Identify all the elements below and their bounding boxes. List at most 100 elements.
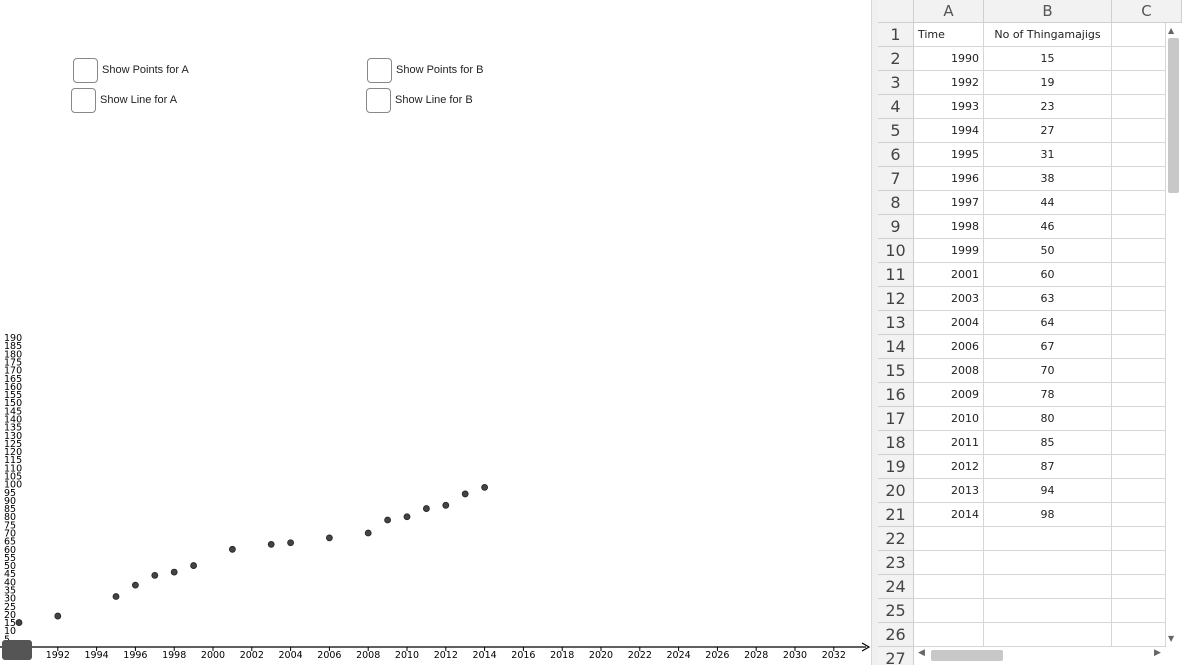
cell-c[interactable] <box>1112 119 1166 143</box>
column-header-b[interactable]: B <box>984 0 1112 23</box>
row-header[interactable]: 21 <box>878 503 914 527</box>
cell-c[interactable] <box>1112 167 1166 191</box>
cell-a[interactable]: 2012 <box>914 455 984 479</box>
cell-a[interactable]: 1998 <box>914 215 984 239</box>
cell-c[interactable] <box>1112 479 1166 503</box>
cell-a[interactable]: 1993 <box>914 95 984 119</box>
cell-b[interactable] <box>984 575 1112 599</box>
cell-b[interactable]: 85 <box>984 431 1112 455</box>
row-header[interactable]: 19 <box>878 455 914 479</box>
row-header[interactable]: 8 <box>878 191 914 215</box>
cell-b[interactable]: 44 <box>984 191 1112 215</box>
cell-c[interactable] <box>1112 143 1166 167</box>
cell-b[interactable]: 60 <box>984 263 1112 287</box>
row-header[interactable]: 2 <box>878 47 914 71</box>
cell-c[interactable] <box>1112 47 1166 71</box>
row-header[interactable]: 1 <box>878 23 914 47</box>
show-line-b-row[interactable]: Show Line for B <box>366 86 473 114</box>
cell-a[interactable]: 1994 <box>914 119 984 143</box>
cell-c[interactable] <box>1112 263 1166 287</box>
show-line-b-checkbox[interactable] <box>366 87 391 113</box>
cell-a[interactable]: 2006 <box>914 335 984 359</box>
cell-c[interactable] <box>1112 359 1166 383</box>
cell-a[interactable]: 1990 <box>914 47 984 71</box>
scatter-plot[interactable]: 1990199219941996199820002002200420062008… <box>0 0 871 665</box>
cell-b[interactable]: 46 <box>984 215 1112 239</box>
row-header[interactable]: 12 <box>878 287 914 311</box>
cell-b[interactable]: 19 <box>984 71 1112 95</box>
cell-a[interactable]: 2003 <box>914 287 984 311</box>
cell-b[interactable]: 78 <box>984 383 1112 407</box>
cell-b[interactable]: 63 <box>984 287 1112 311</box>
show-points-b-checkbox[interactable] <box>367 57 392 83</box>
row-header[interactable]: 5 <box>878 119 914 143</box>
cell-c[interactable] <box>1112 23 1166 47</box>
cell-b[interactable]: 80 <box>984 407 1112 431</box>
cell-c[interactable] <box>1112 527 1166 551</box>
graphics-view[interactable]: 1990199219941996199820002002200420062008… <box>0 0 871 665</box>
cell-a[interactable]: 2013 <box>914 479 984 503</box>
show-line-a-label[interactable]: Show Line for A <box>100 94 178 106</box>
cell-b[interactable]: No of Thingamajigs <box>984 23 1112 47</box>
row-header[interactable]: 13 <box>878 311 914 335</box>
row-header[interactable]: 22 <box>878 527 914 551</box>
row-header[interactable]: 20 <box>878 479 914 503</box>
row-header[interactable]: 9 <box>878 215 914 239</box>
cell-c[interactable] <box>1112 455 1166 479</box>
cell-a[interactable] <box>914 575 984 599</box>
column-header-c[interactable]: C <box>1112 0 1182 23</box>
cell-c[interactable] <box>1112 383 1166 407</box>
cell-a[interactable]: 1992 <box>914 71 984 95</box>
cell-b[interactable]: 64 <box>984 311 1112 335</box>
cell-a[interactable]: 2001 <box>914 263 984 287</box>
cell-b[interactable]: 31 <box>984 143 1112 167</box>
cell-a[interactable]: 1999 <box>914 239 984 263</box>
show-points-a-label[interactable]: Show Points for A <box>102 64 189 76</box>
horizontal-scroll-thumb[interactable] <box>931 650 1003 661</box>
row-header[interactable]: 14 <box>878 335 914 359</box>
row-header[interactable]: 26 <box>878 623 914 647</box>
cell-a[interactable]: 2010 <box>914 407 984 431</box>
cell-a[interactable]: 2008 <box>914 359 984 383</box>
cell-a[interactable]: 1997 <box>914 191 984 215</box>
spreadsheet-view[interactable]: A B C 1 Time No of Thingamajigs 2 1990 15 3 199… <box>878 0 1182 665</box>
cell-a[interactable]: 2014 <box>914 503 984 527</box>
show-line-b-label[interactable]: Show Line for B <box>395 94 473 106</box>
cell-b[interactable] <box>984 527 1112 551</box>
row-header[interactable]: 3 <box>878 71 914 95</box>
view-divider[interactable] <box>871 0 878 665</box>
cell-b[interactable] <box>984 551 1112 575</box>
show-points-a-checkbox[interactable] <box>73 57 98 83</box>
scroll-up-icon[interactable]: ▲ <box>1168 26 1175 35</box>
show-points-b-row[interactable]: Show Points for B <box>367 56 483 84</box>
cell-c[interactable] <box>1112 575 1166 599</box>
scroll-right-icon[interactable]: ▶ <box>1154 648 1161 658</box>
show-line-a-checkbox[interactable] <box>71 87 96 113</box>
row-header[interactable]: 7 <box>878 167 914 191</box>
row-header[interactable]: 15 <box>878 359 914 383</box>
cell-b[interactable]: 38 <box>984 167 1112 191</box>
cell-c[interactable] <box>1112 551 1166 575</box>
row-header[interactable]: 17 <box>878 407 914 431</box>
graphics-style-button[interactable] <box>2 640 32 660</box>
cell-a[interactable] <box>914 623 984 647</box>
cell-a[interactable]: 1995 <box>914 143 984 167</box>
vertical-scroll-thumb[interactable] <box>1168 38 1179 193</box>
cell-a[interactable] <box>914 527 984 551</box>
cell-b[interactable]: 87 <box>984 455 1112 479</box>
cell-a[interactable] <box>914 599 984 623</box>
column-header-a[interactable]: A <box>914 0 984 23</box>
cell-a[interactable] <box>914 551 984 575</box>
cell-c[interactable] <box>1112 311 1166 335</box>
cell-b[interactable]: 15 <box>984 47 1112 71</box>
row-header[interactable]: 18 <box>878 431 914 455</box>
cell-c[interactable] <box>1112 503 1166 527</box>
cell-b[interactable]: 70 <box>984 359 1112 383</box>
cell-b[interactable]: 94 <box>984 479 1112 503</box>
cell-a[interactable]: 2004 <box>914 311 984 335</box>
scroll-left-icon[interactable]: ◀ <box>918 648 925 658</box>
scroll-down-icon[interactable]: ▼ <box>1168 634 1175 643</box>
show-line-a-row[interactable]: Show Line for A <box>71 86 177 114</box>
show-points-a-row[interactable]: Show Points for A <box>73 56 189 84</box>
cell-c[interactable] <box>1112 335 1166 359</box>
